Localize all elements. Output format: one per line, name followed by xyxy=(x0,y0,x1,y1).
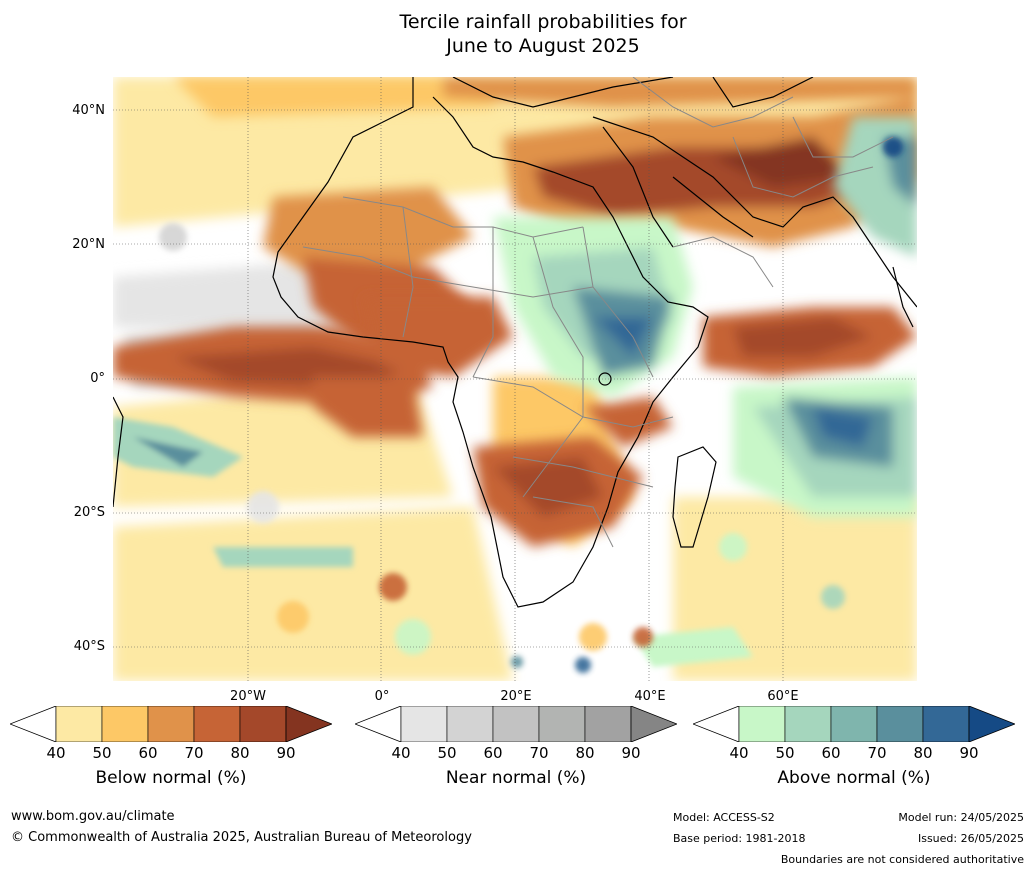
colorbar-near-normal-ticks: 40 50 60 70 80 90 xyxy=(355,744,677,764)
colorbar-below-normal-title: Below normal (%) xyxy=(95,768,247,788)
colorbar-below-normal-swatch-3 xyxy=(193,705,241,743)
colorbar-below-normal-tick-90: 90 xyxy=(276,744,296,762)
colorbar-below-normal: 40 50 60 70 80 90 Below normal (%) xyxy=(8,705,334,788)
graticule xyxy=(113,77,917,681)
colorbar-above-normal-title: Above normal (%) xyxy=(777,768,931,788)
country-borders xyxy=(302,77,894,548)
colorbar-above-normal-extend-high xyxy=(968,705,1017,743)
lat-label-20s: 20°S xyxy=(73,505,105,520)
probability-field xyxy=(113,77,917,681)
lat-label-40n: 40°N xyxy=(72,103,105,118)
colorbar-above-normal-tick-90: 90 xyxy=(959,744,979,762)
colorbar-below-normal-tick-70: 70 xyxy=(184,744,204,762)
coastlines xyxy=(113,77,917,608)
title-line-2: June to August 2025 xyxy=(446,35,640,57)
colorbar-above-normal-tick-60: 60 xyxy=(821,744,841,762)
colorbar-below-normal-swatches xyxy=(8,705,334,743)
colorbar-above-normal-swatch-2 xyxy=(830,705,878,743)
colorbar-below-normal-extend-low xyxy=(8,705,57,743)
colorbar-above-normal-tick-50: 50 xyxy=(775,744,795,762)
colorbar-above-normal-swatch-1 xyxy=(784,705,832,743)
model-run-date: Model run: 24/05/2025 xyxy=(898,811,1024,824)
colorbar-above-normal: 40 50 60 70 80 90 Above normal (%) xyxy=(691,705,1017,788)
colorbar-above-normal-extend-low xyxy=(691,705,740,743)
colorbar-below-normal-swatch-0 xyxy=(55,705,103,743)
colorbar-near-normal-swatch-0 xyxy=(400,705,448,743)
colorbar-near-normal-tick-40: 40 xyxy=(391,744,411,762)
colorbar-near-normal-swatch-1 xyxy=(446,705,494,743)
colorbar-above-normal-ticks: 40 50 60 70 80 90 xyxy=(693,744,1015,764)
colorbar-below-normal-tick-40: 40 xyxy=(46,744,66,762)
colorbar-above-normal-swatch-3 xyxy=(876,705,924,743)
colorbar-near-normal-swatch-2 xyxy=(492,705,540,743)
colorbar-near-normal-tick-60: 60 xyxy=(483,744,503,762)
colorbar-above-normal-tick-80: 80 xyxy=(913,744,933,762)
colorbar-near-normal-tick-50: 50 xyxy=(437,744,457,762)
issued-date: Issued: 26/05/2025 xyxy=(917,832,1024,845)
colorbar-below-normal-swatch-4 xyxy=(239,705,287,743)
colorbar-near-normal-extend-low xyxy=(353,705,402,743)
colorbar-below-normal-ticks: 40 50 60 70 80 90 xyxy=(10,744,332,764)
title-line-1: Tercile rainfall probabilities for xyxy=(399,11,687,33)
model-name: Model: ACCESS-S2 xyxy=(673,811,775,824)
colorbar-near-normal-swatch-4 xyxy=(584,705,632,743)
lat-label-40s: 40°S xyxy=(73,639,105,654)
map-title: Tercile rainfall probabilities for June … xyxy=(0,10,1035,58)
rainfall-probability-map xyxy=(113,77,917,681)
colorbar-above-normal-swatch-4 xyxy=(922,705,970,743)
base-period: Base period: 1981-2018 xyxy=(673,832,806,845)
map-svg xyxy=(113,77,917,681)
lon-label-40e: 40°E xyxy=(634,689,666,704)
colorbar-above-normal-tick-70: 70 xyxy=(867,744,887,762)
lat-label-20n: 20°N xyxy=(72,237,105,252)
colorbar-near-normal: 40 50 60 70 80 90 Near normal (%) xyxy=(353,705,679,788)
colorbar-below-normal-swatch-2 xyxy=(147,705,195,743)
colorbar-near-normal-tick-70: 70 xyxy=(529,744,549,762)
lon-label-20e: 20°E xyxy=(500,689,532,704)
lat-label-equator: 0° xyxy=(90,371,105,386)
colorbar-near-normal-tick-80: 80 xyxy=(575,744,595,762)
colorbar-above-normal-tick-40: 40 xyxy=(729,744,749,762)
boundaries-disclaimer: Boundaries are not considered authoritat… xyxy=(780,853,1024,866)
colorbar-above-normal-swatches xyxy=(691,705,1017,743)
colorbar-near-normal-swatches xyxy=(353,705,679,743)
colorbar-near-normal-title: Near normal (%) xyxy=(445,768,587,788)
copyright-text: © Commonwealth of Australia 2025, Austra… xyxy=(11,830,472,845)
colorbar-below-normal-tick-50: 50 xyxy=(92,744,112,762)
colorbar-below-normal-extend-high xyxy=(285,705,334,743)
colorbar-below-normal-tick-60: 60 xyxy=(138,744,158,762)
colorbar-near-normal-swatch-3 xyxy=(538,705,586,743)
lon-label-60e: 60°E xyxy=(767,689,799,704)
colorbar-near-normal-tick-90: 90 xyxy=(621,744,641,762)
website-link[interactable]: www.bom.gov.au/climate xyxy=(11,809,175,824)
colorbar-below-normal-swatch-1 xyxy=(101,705,149,743)
colorbar-above-normal-swatch-0 xyxy=(738,705,786,743)
lon-label-20w: 20°W xyxy=(230,689,266,704)
lon-label-0: 0° xyxy=(374,689,390,704)
colorbar-near-normal-extend-high xyxy=(630,705,679,743)
colorbar-below-normal-tick-80: 80 xyxy=(230,744,250,762)
